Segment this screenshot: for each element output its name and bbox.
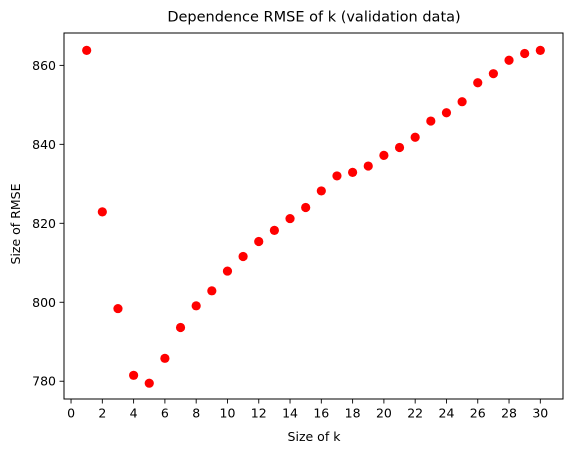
x-tick-label: 10 [220,406,236,421]
data-point [363,161,373,171]
x-tick-label: 28 [501,406,517,421]
data-point [426,116,436,126]
data-point [379,150,389,160]
data-points [82,45,545,388]
data-point [504,55,514,65]
y-axis: 780 800 820 840 860 [32,58,64,389]
data-point [97,207,107,217]
y-tick-label: 820 [32,216,56,231]
data-point [441,108,452,118]
x-tick-label: 20 [376,406,392,421]
data-point [207,286,217,296]
y-tick-label: 860 [32,58,56,73]
x-tick-label: 18 [345,406,361,421]
plot-area [63,32,564,400]
data-point [473,78,483,88]
x-tick-label: 24 [439,406,455,421]
data-point [191,301,201,311]
x-axis: 0 2 4 6 8 10 12 14 16 18 20 22 24 26 28 30 [67,399,548,421]
data-point [222,266,233,276]
x-axis-label: Size of k [288,429,342,444]
y-tick-label: 780 [32,374,56,389]
x-tick-label: 0 [67,406,75,421]
y-axis-label: Size of RMSE [8,183,23,264]
chart-title: Dependence RMSE of k (validation data) [167,10,460,26]
y-tick-label: 840 [32,137,56,152]
data-point [175,322,186,333]
data-point [535,45,545,55]
data-point [348,167,358,177]
data-point [332,171,342,181]
data-point [144,378,154,388]
x-tick-label: 6 [161,406,169,421]
data-point [160,353,170,363]
x-tick-label: 26 [470,406,486,421]
data-point [129,370,139,380]
x-tick-label: 30 [532,406,548,421]
x-tick-label: 14 [282,406,298,421]
data-point [238,251,248,262]
y-tick-label: 800 [32,295,56,310]
data-point [254,236,264,247]
data-point [410,132,420,142]
x-tick-label: 8 [192,406,200,421]
data-point [113,303,123,314]
data-point [488,69,498,79]
data-point [82,45,92,55]
data-point [285,213,295,224]
data-point [316,186,326,196]
x-tick-label: 12 [251,406,267,421]
x-tick-label: 4 [130,406,138,421]
x-tick-label: 2 [98,406,106,421]
data-point [457,97,467,107]
data-point [301,202,311,213]
x-tick-label: 16 [313,406,329,421]
x-tick-label: 22 [407,406,423,421]
data-point [394,142,405,153]
plot-frame [63,32,564,400]
data-point [520,48,530,59]
data-point [269,225,279,236]
